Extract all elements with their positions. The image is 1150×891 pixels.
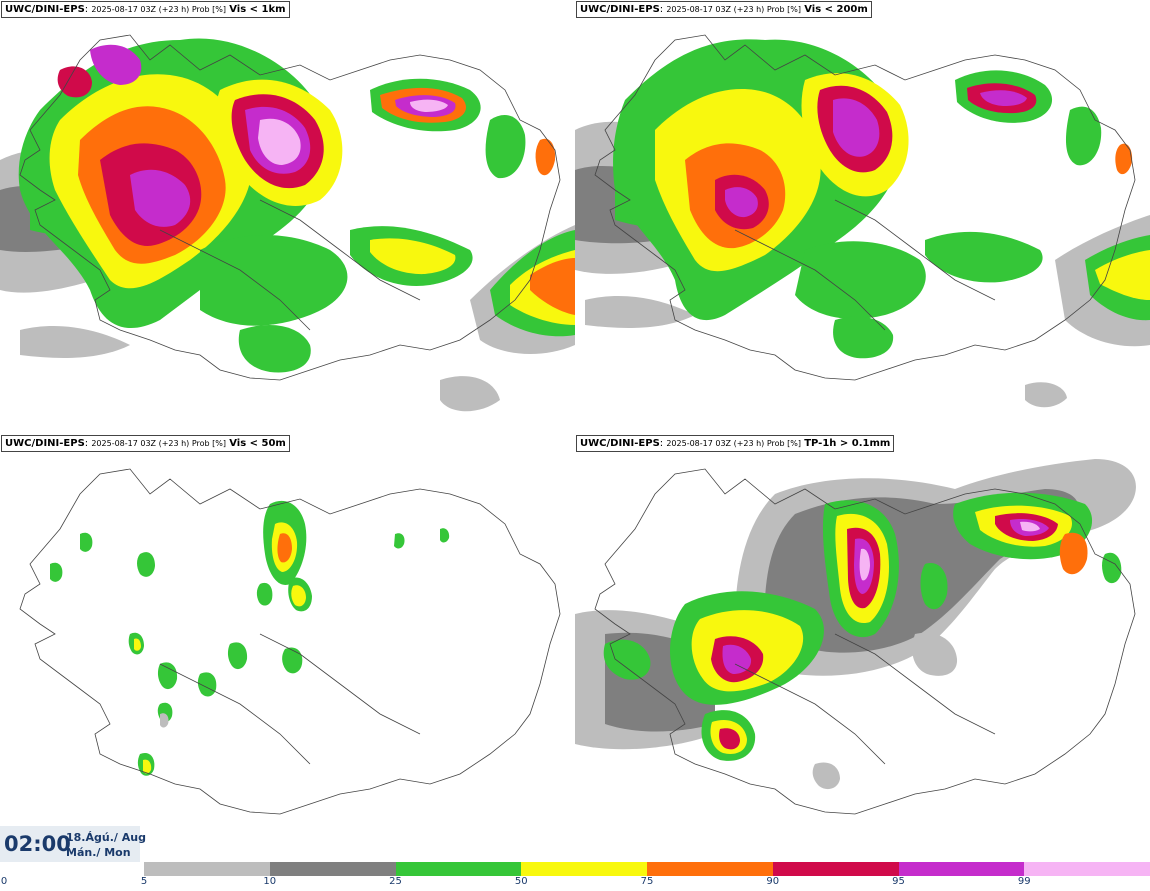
panel-title: UWC/DINI-EPS: 2025-08-17 03Z (+23 h) Pro…: [576, 435, 895, 452]
panel-title: UWC/DINI-EPS: 2025-08-17 03Z (+23 h) Pro…: [1, 1, 290, 18]
model-name: UWC/DINI-EPS: [580, 438, 660, 449]
prob-fields: [575, 459, 1136, 790]
model-name: UWC/DINI-EPS: [5, 438, 85, 449]
legend-tick-label: 25: [389, 876, 402, 887]
variable-label: Vis < 50m: [229, 438, 286, 449]
legend-swatch: [1024, 862, 1150, 876]
map-canvas: [19, 468, 561, 815]
legend-tick-label: 50: [514, 876, 528, 887]
map-panel-vis-200m: UWC/DINI-EPS: 2025-08-17 03Z (+23 h) Pro…: [575, 0, 1150, 431]
run-meta: 2025-08-17 03Z (+23 h) Prob [%]: [666, 5, 802, 14]
legend-tick-label: 99: [1017, 876, 1031, 887]
legend-swatch: [144, 862, 270, 876]
variable-label: Vis < 1km: [229, 4, 286, 15]
coastline: [594, 34, 1136, 381]
map-canvas: [0, 34, 575, 412]
legend-tick-labels: 0 5 10 25 50 75 90 95 99: [0, 876, 1150, 890]
run-meta: 2025-08-17 03Z (+23 h) Prob [%]: [666, 439, 802, 448]
model-name: UWC/DINI-EPS: [580, 4, 660, 15]
valid-time-box: [0, 826, 140, 862]
valid-date: 18.Ágú./ Aug: [66, 831, 146, 844]
legend-tick-label: 10: [263, 876, 277, 887]
run-meta: 2025-08-17 03Z (+23 h) Prob [%]: [91, 439, 227, 448]
variable-label: TP-1h > 0.1mm: [804, 438, 891, 449]
run-meta: 2025-08-17 03Z (+23 h) Prob [%]: [91, 5, 227, 14]
legend-tick-label: 75: [640, 876, 654, 887]
legend-swatch: [772, 862, 899, 876]
valid-time: 02:00: [4, 832, 71, 856]
legend-swatch: [647, 862, 773, 876]
prob-fields: [0, 38, 575, 412]
model-name: UWC/DINI-EPS: [5, 4, 85, 15]
variable-label: Vis < 200m: [804, 4, 868, 15]
map-canvas: [575, 459, 1136, 815]
legend-tick-label: 5: [140, 876, 148, 887]
coastline: [594, 468, 1136, 815]
legend-tick-label: 0: [0, 876, 8, 887]
legend-swatch: [269, 862, 396, 876]
map-panel-vis-50m: UWC/DINI-EPS: 2025-08-17 03Z (+23 h) Pro…: [0, 434, 575, 865]
map-canvas: [575, 34, 1150, 408]
coastline: [19, 34, 561, 381]
map-panel-vis-1km: UWC/DINI-EPS: 2025-08-17 03Z (+23 h) Pro…: [0, 0, 575, 431]
panel-title: UWC/DINI-EPS: 2025-08-17 03Z (+23 h) Pro…: [576, 1, 872, 18]
color-legend: [144, 862, 1150, 876]
valid-weekday: Mán./ Mon: [66, 846, 131, 859]
legend-tick-label: 90: [766, 876, 780, 887]
coastline: [19, 468, 561, 815]
legend-swatch: [898, 862, 1025, 876]
prob-fields: [50, 500, 450, 776]
legend-swatch: [521, 862, 647, 876]
legend-swatch: [395, 862, 522, 876]
map-panel-tp-1h: UWC/DINI-EPS: 2025-08-17 03Z (+23 h) Pro…: [575, 434, 1150, 865]
legend-tick-label: 95: [892, 876, 905, 887]
panel-title: UWC/DINI-EPS: 2025-08-17 03Z (+23 h) Pro…: [1, 435, 290, 452]
prob-fields: [575, 39, 1150, 408]
